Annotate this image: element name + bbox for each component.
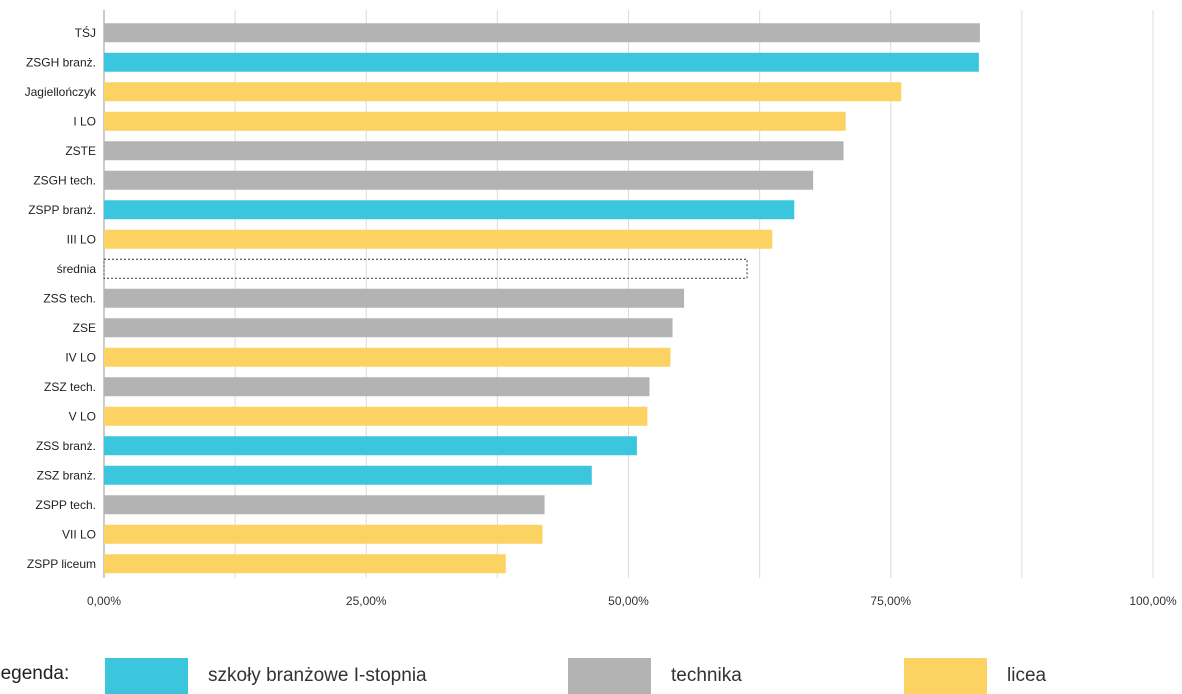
bar-19 [104, 554, 506, 574]
category-label: III LO [67, 232, 96, 246]
bar-8 [104, 229, 773, 249]
category-label: ZSE [73, 321, 96, 335]
category-label: ZSZ tech. [44, 380, 96, 394]
category-label: ZSGH branż. [26, 55, 96, 69]
x-axis-ticks: 0,00% 25,00% 50,00% 75,00% 100,00% [87, 594, 1177, 608]
category-label: średnia [57, 262, 97, 276]
legend-label-technika: technika [671, 665, 742, 686]
x-tick-label: 0,00% [87, 594, 121, 608]
bar-6 [104, 170, 814, 190]
category-label: ZSPP branż. [28, 203, 96, 217]
category-label: ZSS tech. [43, 291, 96, 305]
category-labels: TŚJ ZSGH branż. Jagiellończyk I LO ZSTE ZSGH … [25, 25, 97, 571]
bar-9 [103, 258, 748, 279]
bar-11 [104, 318, 673, 338]
bar-14 [104, 406, 648, 426]
bars [103, 23, 980, 574]
category-label: Jagiellończyk [25, 85, 97, 99]
bar-7 [104, 200, 795, 220]
category-label: V LO [69, 409, 96, 423]
legend-swatch-branzowe [105, 658, 188, 694]
category-label: ZSTE [65, 144, 96, 158]
x-tick-label: 25,00% [346, 594, 387, 608]
legend-swatch-technika [568, 658, 651, 694]
bar-5 [104, 141, 844, 161]
bar-4 [104, 111, 846, 131]
bar-17 [104, 495, 545, 515]
x-tick-label: 100,00% [1129, 594, 1177, 608]
bar-16 [104, 465, 592, 485]
category-label: VII LO [62, 527, 96, 541]
legend: Legenda: szkoły branżowe I-stopnia techn… [0, 654, 1182, 694]
bar-10 [104, 288, 685, 308]
bar-chart: TŚJ ZSGH branż. Jagiellończyk I LO ZSTE ZSGH … [25, 10, 1177, 608]
legend-swatch-licea [904, 658, 987, 694]
bar-1 [104, 23, 980, 43]
bar-2 [104, 52, 979, 72]
legend-label-licea: licea [1007, 665, 1047, 686]
legend-label-branzowe: szkoły branżowe I-stopnia [208, 665, 427, 686]
category-label: ZSPP tech. [36, 498, 96, 512]
x-tick-label: 50,00% [608, 594, 649, 608]
bar-18 [104, 524, 543, 544]
category-label: TŚJ [75, 25, 96, 40]
category-label: IV LO [65, 350, 96, 364]
bar-13 [104, 377, 650, 397]
category-label: ZSZ branż. [37, 468, 96, 482]
bar-12 [104, 347, 671, 367]
bar-15 [104, 436, 637, 456]
category-label: ZSPP liceum [27, 557, 96, 571]
category-label: I LO [73, 114, 96, 128]
bar-3 [104, 82, 902, 102]
x-tick-label: 75,00% [870, 594, 911, 608]
legend-title: Legenda: [0, 663, 70, 684]
category-label: ZSS branż. [36, 439, 96, 453]
category-label: ZSGH tech. [33, 173, 96, 187]
